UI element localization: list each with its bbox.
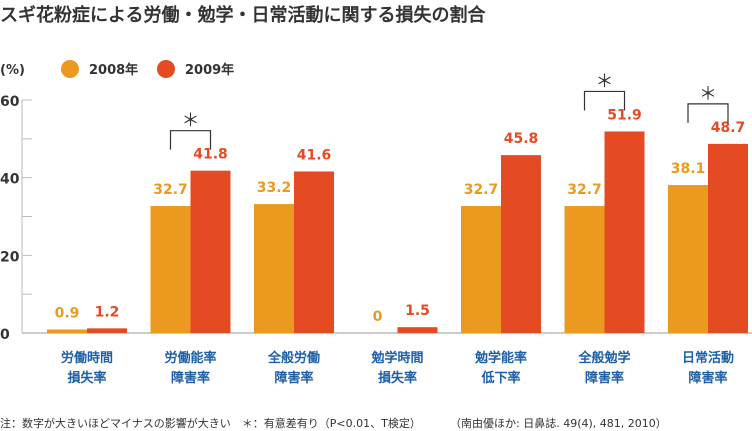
data-label: 48.7 [711, 120, 746, 136]
legend-label: 2008年 [89, 62, 138, 78]
footnote: 注：数字が大きいほどマイナスの影響が大きい ＊：有意差有り（P<0.01、T検定… [0, 416, 421, 430]
category-label: 低下率 [480, 370, 520, 386]
bar-2008 [150, 206, 191, 333]
data-label: 1.5 [405, 303, 430, 319]
significance-mark: ＊ [699, 84, 717, 105]
y-tick-label: 0 [0, 327, 10, 343]
significance-mark: ＊ [182, 111, 200, 132]
category-label: 損失率 [67, 370, 106, 386]
category-label: 障害率 [585, 370, 624, 386]
data-label: 32.7 [464, 182, 499, 198]
data-label: 32.7 [153, 182, 188, 198]
bar-2009 [397, 327, 438, 333]
bar-2009 [501, 155, 541, 333]
category-label: 日常活動 [682, 350, 734, 366]
significance-bracket [687, 103, 729, 123]
legend-label: 2009年 [185, 62, 234, 78]
data-label: 0.9 [55, 306, 80, 322]
data-label: 0 [373, 309, 383, 325]
data-label: 41.8 [193, 147, 228, 163]
category-label: 損失率 [378, 370, 417, 386]
category-label: 障害率 [274, 370, 313, 386]
category-label: 労働時間 [61, 350, 113, 366]
y-tick-label: 60 [0, 94, 20, 110]
category-label: 勉学時間 [370, 350, 423, 366]
bar-2009 [708, 143, 748, 333]
y-tick-label: 40 [0, 172, 20, 188]
source-citation: （南由優ほか: 日鼻誌. 49(4), 481, 2010） [450, 416, 667, 430]
category-label: 勉学能率 [474, 350, 527, 366]
bar-2009 [604, 131, 645, 333]
data-label: 45.8 [504, 131, 539, 147]
data-label: 51.9 [607, 107, 642, 123]
significance-bracket [583, 90, 626, 111]
bar-2009 [294, 171, 334, 333]
data-label: 32.7 [567, 182, 602, 198]
data-label: 41.6 [297, 147, 332, 163]
category-label: 労働能率 [164, 350, 216, 366]
legend-marker [157, 60, 175, 78]
bar-2009 [87, 328, 127, 333]
legend-marker [61, 60, 79, 78]
data-label: 38.1 [671, 161, 706, 177]
data-label: 33.2 [257, 180, 292, 196]
y-axis-label: (%) [0, 63, 25, 78]
significance-bracket [169, 130, 212, 150]
category-label: 障害率 [688, 370, 727, 386]
y-tick-label: 20 [0, 249, 20, 265]
bar-2008 [47, 329, 87, 333]
bar-2009 [190, 170, 231, 333]
chart-title: スギ花粉症による労働・勉学・日常活動に関する損失の割合 [0, 4, 486, 26]
bar-2008 [461, 206, 501, 333]
bar-2008 [668, 185, 708, 333]
bar-2008 [254, 204, 294, 333]
data-label: 1.2 [95, 304, 120, 320]
category-label: 全般勉学 [577, 350, 630, 366]
category-label: 全般労働 [267, 350, 320, 366]
bar-2008 [564, 206, 605, 333]
significance-mark: ＊ [596, 71, 614, 92]
category-label: 障害率 [171, 370, 210, 386]
